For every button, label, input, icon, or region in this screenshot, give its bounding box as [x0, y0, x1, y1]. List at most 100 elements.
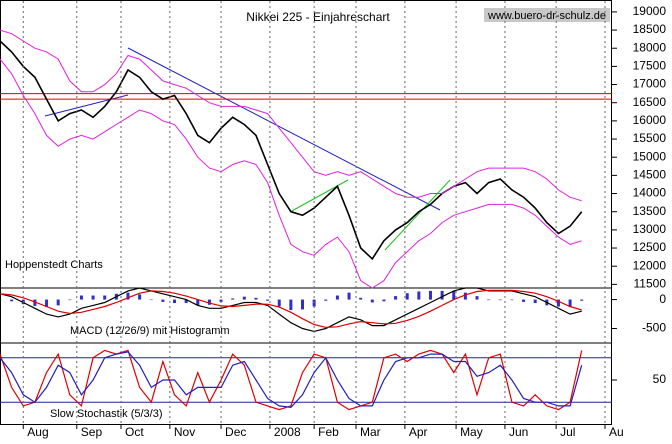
histogram-bar: [522, 299, 526, 302]
histogram-bar: [231, 298, 235, 300]
histogram-bar: [394, 296, 398, 300]
histogram-bar: [289, 299, 293, 310]
histogram-bar: [498, 299, 502, 301]
x-tick-label: Mar: [360, 425, 381, 439]
histogram-bar: [103, 295, 107, 300]
series-line: [0, 351, 583, 409]
histogram-bar: [91, 295, 95, 300]
histogram-bar: [173, 299, 177, 304]
histogram-bar: [0, 299, 2, 301]
histogram-bar: [324, 299, 328, 301]
histogram-bar: [126, 292, 130, 300]
histogram-bar: [440, 290, 444, 300]
chart-title: Nikkei 225 - Einjahreschart: [246, 10, 390, 24]
histogram-bar: [254, 297, 258, 300]
series-line: [0, 287, 582, 333]
y-tick-label: 17500: [633, 59, 667, 73]
histogram-bar: [138, 294, 142, 300]
x-tick-label: Aug: [27, 425, 48, 439]
histogram-bar: [428, 290, 432, 300]
histogram-bar: [219, 299, 223, 302]
y-tick-label: 14000: [633, 186, 667, 200]
y-tick-label: 0: [659, 292, 666, 306]
histogram-bar: [33, 299, 37, 306]
histogram-bar: [417, 291, 421, 300]
y-tick-label: 12000: [633, 258, 667, 272]
histogram-bar: [68, 299, 72, 301]
histogram-bar: [196, 299, 200, 306]
histogram-bar: [510, 299, 514, 301]
histogram-bar: [382, 299, 386, 302]
y-tick-label: 11500: [634, 277, 667, 291]
trendline: [384, 179, 451, 251]
histogram-bar: [266, 299, 270, 301]
series-line: [0, 40, 583, 261]
histogram-bar: [405, 293, 409, 300]
trendline: [289, 179, 349, 213]
histogram-bar: [149, 299, 153, 301]
histogram-bar: [580, 299, 584, 301]
histogram-bar: [452, 290, 456, 300]
x-tick-label: Oct: [125, 425, 144, 439]
plot-frame: [0, 0, 612, 425]
series-line: [0, 349, 583, 411]
histogram-bar: [242, 296, 246, 300]
histogram-bar: [359, 297, 363, 300]
histogram-bar: [335, 295, 339, 300]
trendline: [127, 47, 441, 211]
y-tick-label: 15500: [633, 131, 667, 145]
panel-title: Slow Stochastik (5/3/3): [50, 408, 163, 420]
trendline: [44, 94, 129, 117]
y-tick-label: 12500: [633, 240, 667, 254]
x-tick-label: Feb: [318, 425, 339, 439]
y-tick-label: 50: [653, 372, 667, 386]
histogram-bar: [568, 299, 572, 308]
histogram-bar: [463, 292, 467, 300]
series-line: [0, 29, 582, 202]
x-tick-label: 2008: [274, 425, 301, 439]
y-tick-label: 14500: [633, 168, 667, 182]
histogram-bar: [475, 296, 479, 300]
histogram-bar: [301, 299, 304, 310]
y-tick-label: 13500: [633, 204, 667, 218]
y-tick-label: 16500: [633, 95, 667, 109]
histogram-bar: [161, 299, 165, 302]
x-tick-label: Nov: [174, 425, 195, 439]
y-tick-label: 18000: [633, 40, 667, 54]
y-tick-label: 16000: [633, 113, 667, 127]
histogram-bar: [370, 299, 374, 303]
x-tick-label: May: [460, 425, 483, 439]
histogram-bar: [56, 299, 60, 306]
series-line: [0, 289, 582, 329]
x-tick-label: Jul: [560, 425, 575, 439]
histogram-bar: [45, 299, 49, 308]
y-tick-label: 19000: [633, 4, 667, 18]
y-tick-label: 13000: [633, 222, 667, 236]
x-tick-label: Au: [609, 425, 624, 439]
x-tick-label: Jun: [509, 425, 528, 439]
histogram-bar: [10, 299, 14, 302]
histogram-bar: [347, 292, 351, 300]
histogram-bar: [487, 299, 491, 301]
y-tick-label: -500: [642, 321, 666, 335]
annotation: Hoppenstedt Charts: [5, 259, 103, 271]
source: www.buero-dr-schulz.de: [487, 10, 606, 22]
source-box: [484, 8, 610, 22]
panel-title: MACD (12/26/9) mit Histogramm: [70, 325, 230, 337]
histogram-bar: [207, 299, 211, 305]
histogram-bar: [533, 299, 537, 304]
x-tick-label: Sep: [81, 425, 103, 439]
histogram-bar: [312, 299, 316, 307]
y-tick-label: 18500: [633, 22, 667, 36]
histogram-bar: [277, 299, 281, 307]
histogram-bar: [556, 299, 560, 307]
y-tick-label: 17000: [633, 77, 667, 91]
histogram-bar: [184, 299, 188, 304]
series-line: [0, 58, 582, 289]
x-tick-label: Apr: [409, 425, 428, 439]
x-tick-label: Dec: [225, 425, 246, 439]
histogram-bar: [79, 295, 83, 300]
